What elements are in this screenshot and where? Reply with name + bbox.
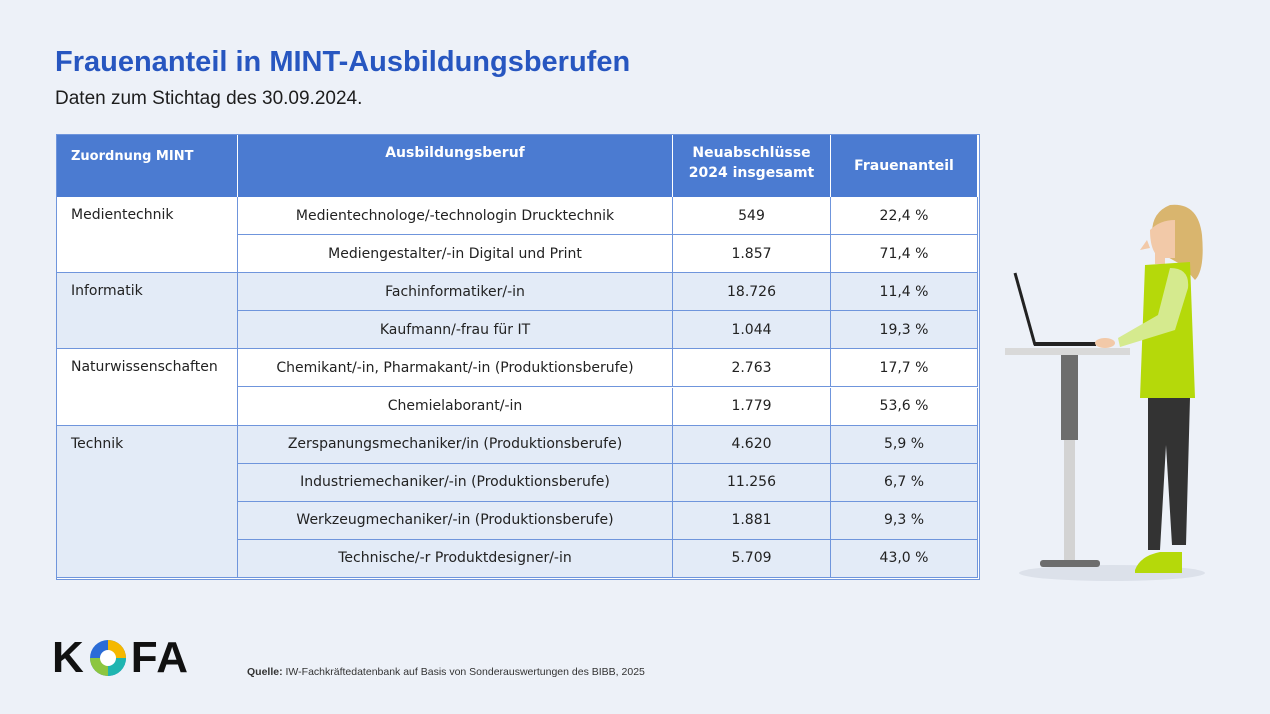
column-header: Neuabschlüsse 2024 insgesamt	[673, 135, 831, 197]
new-contracts: 549	[673, 197, 831, 236]
new-contracts: 1.779	[673, 387, 831, 426]
illustration	[1005, 204, 1205, 581]
occupation: Mediengestalter/-in Digital und Print	[238, 235, 673, 274]
female-share: 22,4 %	[831, 197, 978, 236]
group-name: Informatik	[57, 273, 238, 350]
occupation: Industriemechaniker/-in (Produktionsberu…	[238, 463, 673, 502]
female-share: 9,3 %	[831, 501, 978, 540]
female-share: 17,7 %	[831, 349, 978, 388]
female-share: 53,6 %	[831, 387, 978, 426]
occupation: Medientechnologe/-technologin Drucktechn…	[238, 197, 673, 236]
source: Quelle: IW-Fachkräftedatenbank auf Basis…	[247, 666, 645, 678]
title: Frauenanteil in MINT-Ausbildungsberufen	[55, 46, 631, 78]
logo: K FA	[52, 633, 190, 682]
new-contracts: 11.256	[673, 463, 831, 502]
source-text: IW-Fachkräftedatenbank auf Basis von Son…	[285, 666, 645, 678]
subtitle: Daten zum Stichtag des 30.09.2024.	[55, 88, 363, 109]
new-contracts: 4.620	[673, 425, 831, 464]
occupation: Chemikant/-in, Pharmakant/-in (Produktio…	[238, 349, 673, 388]
occupation: Technische/-r Produktdesigner/-in	[238, 539, 673, 578]
column-header: Frauenanteil	[831, 135, 978, 197]
female-share: 11,4 %	[831, 273, 978, 312]
logo-right: FA	[130, 633, 190, 682]
female-share: 5,9 %	[831, 425, 978, 464]
new-contracts: 1.857	[673, 235, 831, 274]
female-share: 19,3 %	[831, 311, 978, 350]
new-contracts: 18.726	[673, 273, 831, 312]
group-name: Naturwissenschaften	[57, 349, 238, 426]
occupation: Chemielaborant/-in	[238, 387, 673, 426]
group-name: Technik	[57, 425, 238, 578]
occupation: Kaufmann/-frau für IT	[238, 311, 673, 350]
group-name: Medientechnik	[57, 197, 238, 274]
source-label: Quelle:	[247, 666, 283, 678]
occupation: Werkzeugmechaniker/-in (Produktionsberuf…	[238, 501, 673, 540]
female-share: 6,7 %	[831, 463, 978, 502]
column-header: Zuordnung MINT	[57, 135, 238, 197]
female-share: 71,4 %	[831, 235, 978, 274]
column-header: Ausbildungsberuf	[238, 135, 673, 197]
new-contracts: 2.763	[673, 349, 831, 388]
female-share: 43,0 %	[831, 539, 978, 578]
logo-left: K	[52, 633, 85, 682]
occupation: Zerspanungsmechaniker/in (Produktionsber…	[238, 425, 673, 464]
new-contracts: 5.709	[673, 539, 831, 578]
logo-aperture	[89, 640, 126, 676]
occupation: Fachinformatiker/-in	[238, 273, 673, 312]
table: Zuordnung MINT Ausbildungsberuf Neuabschlü…	[56, 134, 980, 580]
new-contracts: 1.881	[673, 501, 831, 540]
new-contracts: 1.044	[673, 311, 831, 350]
